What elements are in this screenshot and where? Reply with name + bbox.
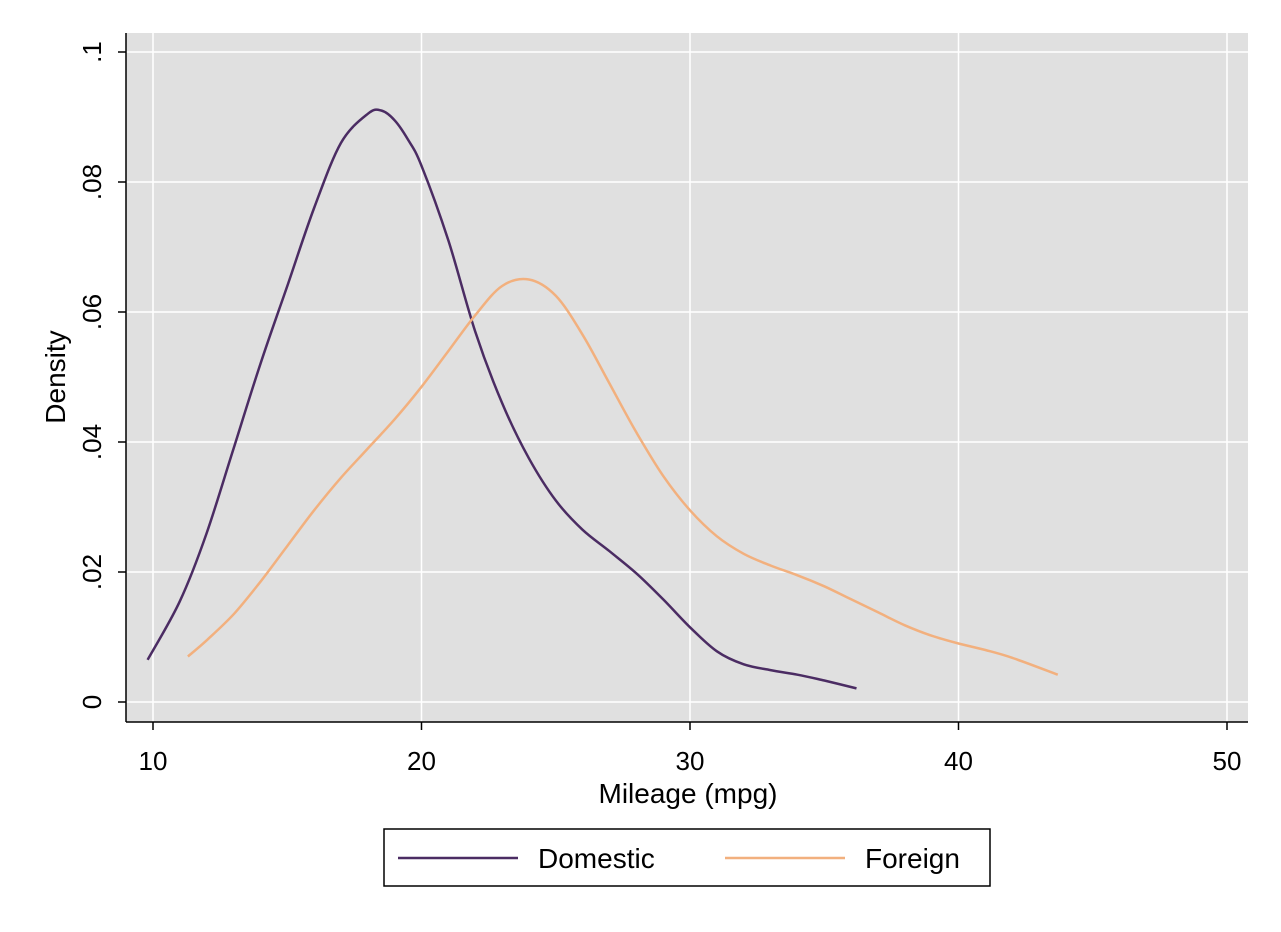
legend-label-foreign: Foreign — [865, 843, 960, 874]
y-tick-label-4: .08 — [77, 164, 107, 200]
legend-label-domestic: Domestic — [538, 843, 655, 874]
y-tick-label-3: .06 — [77, 294, 107, 330]
y-axis-title: Density — [40, 330, 71, 423]
x-tick-label-3: 40 — [944, 746, 973, 776]
x-axis-title: Mileage (mpg) — [599, 778, 778, 809]
x-axis: 10 20 30 40 50 — [139, 722, 1242, 776]
x-tick-label-1: 20 — [407, 746, 436, 776]
series-line-domestic — [146, 108, 857, 690]
series-line-foreign — [187, 277, 1059, 676]
y-tick-label-0: 0 — [77, 695, 107, 709]
density-curves — [146, 108, 1059, 690]
gridlines — [126, 33, 1248, 722]
y-axis: 0 .02 .04 .06 .08 .1 — [77, 41, 126, 709]
x-tick-label-2: 30 — [676, 746, 705, 776]
x-tick-label-4: 50 — [1213, 746, 1242, 776]
legend: Domestic Foreign — [383, 828, 991, 887]
y-tick-label-1: .02 — [77, 554, 107, 590]
y-tick-label-2: .04 — [77, 424, 107, 460]
y-tick-label-5: .1 — [77, 41, 107, 63]
plot-background — [126, 33, 1248, 722]
x-tick-label-0: 10 — [139, 746, 168, 776]
